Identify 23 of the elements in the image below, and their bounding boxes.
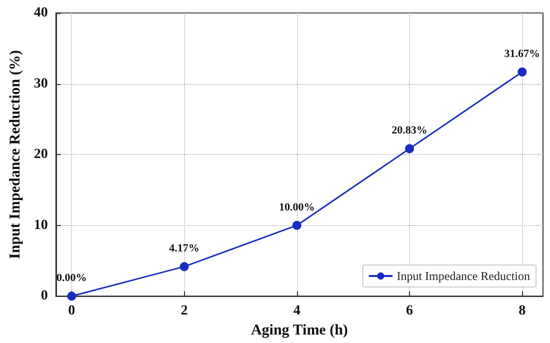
x-tick-label: 8 [518,304,526,319]
point [67,292,76,301]
point [405,144,414,154]
y-tick-label: 30 [34,76,48,92]
data-label: 4.17% [169,242,200,255]
x-tick-label: 0 [68,304,76,319]
data-label: 31.67% [504,48,540,60]
data-label: 10.00% [279,201,315,214]
data-label: 0.00% [56,272,87,284]
y-axis-title: Input Impedance Reduction (%) [8,50,24,259]
point [518,67,527,76]
legend-label: Input Impedance Reduction [396,269,530,283]
y-tick-label: 20 [34,147,48,162]
point [180,262,189,272]
data-label: 20.83% [392,124,428,137]
y-tick-label: 0 [40,288,48,304]
point [292,220,302,230]
x-tick-label: 2 [180,304,188,319]
y-tick-label: 10 [34,218,48,233]
x-tick-label: 4 [293,304,300,319]
y-tick-label: 40 [34,6,48,20]
x-axis-title: Aging Time (h) [250,322,348,338]
x-tick-label: 6 [406,304,414,319]
